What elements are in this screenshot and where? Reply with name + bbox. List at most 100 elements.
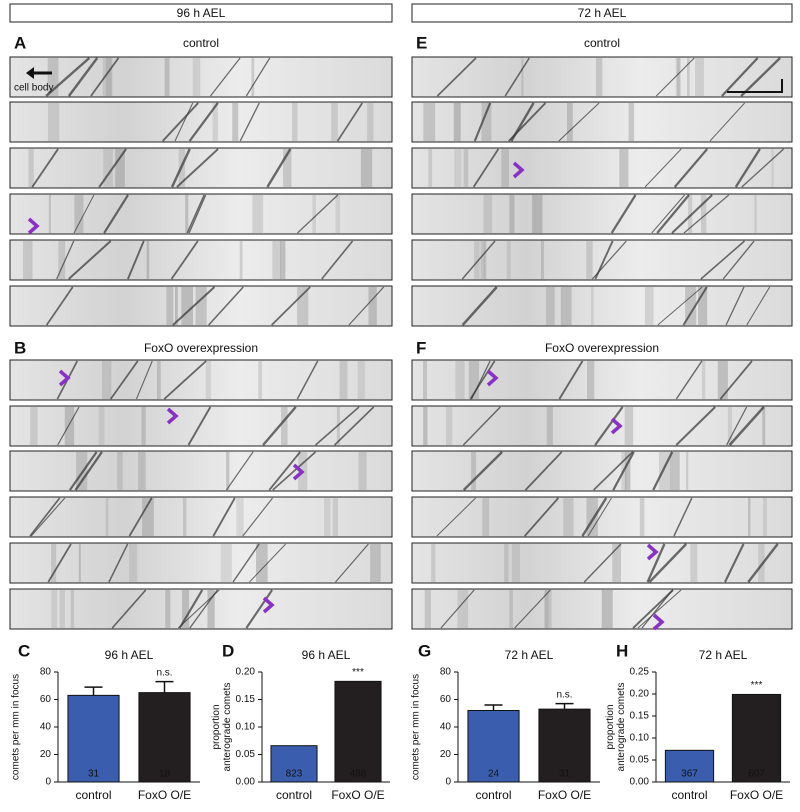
- kymograph: [9, 147, 393, 189]
- comet-track: [31, 148, 59, 188]
- kymo-band: [59, 590, 65, 628]
- y-tick-label: 20: [40, 749, 52, 760]
- kymo-band: [332, 498, 339, 536]
- y-tick-label: 40: [440, 722, 452, 733]
- kymo-band: [51, 590, 57, 628]
- comet-track: [127, 240, 145, 280]
- kymo-band: [156, 361, 161, 399]
- kymo-band: [51, 544, 57, 582]
- header-box: [9, 3, 393, 23]
- comet-track: [170, 148, 191, 188]
- y-axis-label: comets per mm in focus: [11, 674, 22, 780]
- comet-track: [178, 589, 204, 629]
- kymograph: [411, 193, 793, 235]
- kymograph: [9, 496, 393, 538]
- comet-track: [45, 286, 74, 326]
- comet-track: [209, 57, 241, 97]
- comet-track: [657, 286, 703, 326]
- comet-track: [266, 148, 292, 188]
- comet-track: [232, 543, 260, 583]
- comet-track: [45, 57, 91, 97]
- kymo-band: [762, 407, 766, 445]
- comet-track: [728, 406, 765, 446]
- kymo-band: [142, 498, 154, 536]
- kymo-band: [771, 149, 774, 187]
- bar: [731, 693, 782, 783]
- header: 72 h AEL: [578, 6, 627, 20]
- kymo-band: [424, 590, 431, 628]
- kymo-band: [165, 590, 171, 628]
- kymo-band: [212, 103, 218, 141]
- chevron: [652, 613, 665, 631]
- kymo-band: [686, 452, 689, 490]
- chevron: [610, 417, 623, 435]
- kymo-band: [509, 590, 513, 628]
- kymograph: [411, 405, 793, 447]
- y-tick-label: 80: [40, 667, 52, 678]
- significance: n.s.: [556, 689, 572, 700]
- chevron: [27, 217, 40, 235]
- kymo-band: [658, 452, 671, 490]
- comet-track: [651, 194, 685, 234]
- kymo-band: [546, 287, 555, 325]
- comet-track: [103, 194, 129, 234]
- comet-track: [176, 148, 219, 188]
- kymo-band: [532, 195, 543, 233]
- kymo-band: [454, 149, 462, 187]
- kymo-band: [283, 149, 292, 187]
- kymo-band: [358, 452, 367, 490]
- x-tick-label: control: [75, 788, 111, 802]
- comet-track: [272, 451, 317, 491]
- comet-track: [440, 589, 475, 629]
- kymo-band: [58, 241, 66, 279]
- kymo-band: [236, 498, 244, 536]
- kymo-band: [685, 287, 697, 325]
- chevron: [262, 596, 275, 614]
- header: 96 h AEL: [177, 6, 226, 20]
- comet-track: [656, 194, 690, 234]
- kymo-band: [48, 103, 60, 141]
- y-tick-label: 0: [445, 777, 451, 788]
- comet-track: [135, 360, 153, 400]
- kymo-band: [360, 149, 373, 187]
- comet-track: [722, 240, 755, 280]
- kymo-band: [471, 452, 477, 490]
- panel-letter: F: [416, 338, 426, 357]
- comet-track: [334, 406, 375, 446]
- comet-track: [297, 194, 339, 234]
- y-axis-label: proportion: [605, 704, 616, 749]
- comet-track: [594, 406, 624, 446]
- kymo-band: [644, 287, 654, 325]
- kymo-band: [195, 287, 207, 325]
- comet-track: [504, 57, 530, 97]
- comet-track: [170, 240, 199, 280]
- kymo-band: [239, 241, 243, 279]
- kymo-band: [670, 452, 680, 490]
- kymo-band: [566, 103, 573, 141]
- kymo-band: [688, 195, 693, 233]
- chevron: [486, 369, 499, 387]
- chart-title: 96 h AEL: [302, 648, 351, 662]
- chart-title: 72 h AEL: [699, 648, 748, 662]
- y-tick-label: 60: [40, 694, 52, 705]
- y-tick-label: 0.05: [236, 749, 256, 760]
- kymo-band: [717, 361, 728, 399]
- kymo-band: [676, 58, 680, 96]
- comet-track: [212, 497, 236, 537]
- comet-track: [700, 240, 746, 280]
- comet-track: [683, 194, 730, 234]
- comet-track: [321, 240, 354, 280]
- comet-track: [587, 497, 612, 537]
- kymo-band: [423, 407, 428, 445]
- comet-track: [673, 148, 709, 188]
- x-tick-label: FoxO O/E: [730, 788, 783, 802]
- kymo-band: [281, 407, 288, 445]
- kymo-band: [138, 452, 146, 490]
- comet-track: [721, 57, 759, 97]
- kymo-band: [501, 149, 509, 187]
- kymo-band: [546, 407, 553, 445]
- comet-track: [461, 240, 496, 280]
- panel-letter: H: [616, 641, 628, 660]
- kymo-band: [182, 498, 187, 536]
- overlay: cell body: [14, 67, 783, 631]
